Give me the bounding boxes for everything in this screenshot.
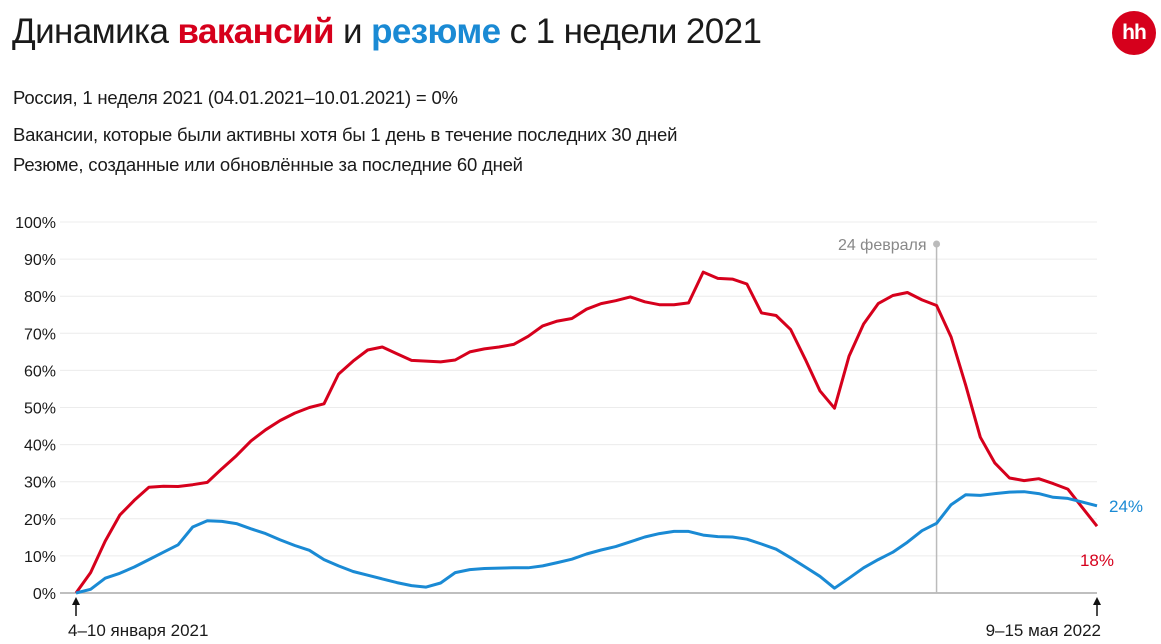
note-resumes: Резюме, созданные или обновлённые за пос… [13, 154, 523, 175]
note-vacancies: Вакансии, которые были активны хотя бы 1… [13, 124, 678, 145]
title-text: и [333, 12, 372, 51]
x-start-label: 4–10 января 2021 [68, 621, 208, 640]
annotation-label: 24 февраля [838, 237, 927, 254]
y-tick-label: 0% [33, 586, 56, 603]
chart-title: Динамика вакансий и резюме с 1 недели 20… [12, 12, 762, 52]
y-tick-label: 10% [24, 549, 56, 566]
series-line-resumes [75, 490, 1098, 595]
title-text: Динамика [12, 12, 178, 51]
y-tick-label: 100% [15, 215, 56, 232]
title-resumes: резюме [371, 12, 501, 51]
x-end-label: 9–15 мая 2022 [986, 621, 1101, 640]
y-tick-label: 80% [24, 289, 56, 306]
series-line-vacancies [74, 270, 1099, 594]
title-text: с 1 недели 2021 [500, 12, 762, 51]
end-label-resumes: 24% [1109, 497, 1143, 516]
y-tick-label: 90% [24, 252, 56, 269]
x-end-arrow-icon [1093, 597, 1101, 605]
y-tick-label: 30% [24, 475, 56, 492]
y-tick-label: 40% [24, 438, 56, 455]
y-tick-label: 70% [24, 326, 56, 343]
title-vacancies: вакансий [177, 12, 335, 51]
annotation-dot [933, 240, 941, 248]
x-start-arrow-icon [72, 597, 80, 605]
y-tick-label: 20% [24, 512, 56, 529]
subtitle-base: Россия, 1 неделя 2021 (04.01.2021–10.01.… [13, 87, 458, 108]
y-tick-label: 60% [24, 363, 56, 380]
y-tick-label: 50% [24, 401, 56, 418]
hh-logo: hh [1112, 11, 1156, 55]
end-label-vacancies: 18% [1080, 551, 1114, 570]
